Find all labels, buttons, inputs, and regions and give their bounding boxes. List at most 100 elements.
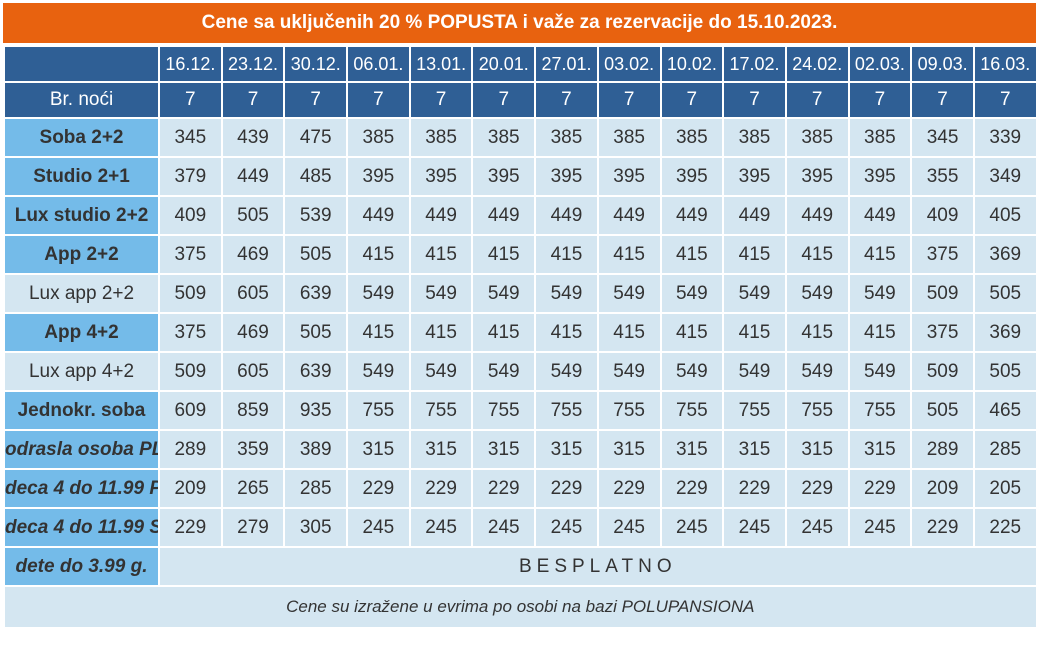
- price-cell: 509: [158, 351, 223, 392]
- price-cell: 305: [283, 507, 349, 548]
- nights-value: 7: [283, 81, 349, 119]
- date-header: 02.03.: [847, 45, 913, 83]
- nights-label: Br. noći: [3, 81, 160, 119]
- price-cell: 229: [471, 468, 537, 509]
- price-cell: 755: [784, 390, 850, 431]
- price-cell: 415: [596, 312, 662, 353]
- price-cell: 755: [722, 390, 787, 431]
- price-cell: 385: [722, 117, 787, 158]
- nights-value: 7: [534, 81, 599, 119]
- row-label: Lux app 4+2: [3, 351, 160, 392]
- price-cell: 605: [220, 273, 286, 314]
- price-cell: 755: [659, 390, 725, 431]
- price-cell: 755: [534, 390, 599, 431]
- date-header: 06.01.: [346, 45, 411, 83]
- price-cell: 505: [910, 390, 975, 431]
- price-cell: 609: [158, 390, 223, 431]
- price-cell: 485: [283, 156, 349, 197]
- price-cell: 415: [471, 312, 537, 353]
- price-cell: 395: [847, 156, 913, 197]
- price-cell: 465: [972, 390, 1038, 431]
- price-cell: 315: [722, 429, 787, 470]
- price-cell: 469: [220, 234, 286, 275]
- dates-row: 16.12. 23.12. 30.12. 06.01. 13.01. 20.01. 27.0…: [3, 45, 1038, 83]
- price-cell: 449: [722, 195, 787, 236]
- price-cell: 385: [659, 117, 725, 158]
- date-header: 17.02.: [722, 45, 787, 83]
- table-row: App 2+2 375 469 505 415 415 415 415 415 415 415 415…: [3, 234, 1038, 275]
- price-cell: 245: [471, 507, 537, 548]
- price-cell: 385: [596, 117, 662, 158]
- price-cell: 549: [596, 273, 662, 314]
- price-cell: 409: [910, 195, 975, 236]
- price-cell: 449: [220, 156, 286, 197]
- nights-value: 7: [220, 81, 286, 119]
- nights-value: 7: [659, 81, 725, 119]
- nights-value: 7: [346, 81, 411, 119]
- price-cell: 245: [346, 507, 411, 548]
- price-cell: 375: [158, 234, 223, 275]
- price-cell: 279: [220, 507, 286, 548]
- corner-cell: [3, 45, 160, 83]
- price-cell: 395: [346, 156, 411, 197]
- price-cell: 449: [784, 195, 850, 236]
- date-header: 13.01.: [408, 45, 474, 83]
- price-cell: 415: [346, 312, 411, 353]
- price-cell: 415: [346, 234, 411, 275]
- price-cell: 415: [784, 234, 850, 275]
- price-cell: 549: [408, 351, 474, 392]
- price-cell: 449: [659, 195, 725, 236]
- price-cell: 395: [659, 156, 725, 197]
- price-cell: 755: [596, 390, 662, 431]
- row-label: Studio 2+1: [3, 156, 160, 197]
- table-title: Cene sa uključenih 20 % POPUSTA i važe z…: [3, 3, 1036, 45]
- price-cell: 549: [346, 273, 411, 314]
- price-cell: 389: [283, 429, 349, 470]
- price-cell: 385: [847, 117, 913, 158]
- table-row: App 4+2 375 469 505 415 415 415 415 415 415 415 415…: [3, 312, 1038, 353]
- price-cell: 415: [722, 312, 787, 353]
- price-table: 16.12. 23.12. 30.12. 06.01. 13.01. 20.01. 27.0…: [3, 45, 1038, 629]
- price-cell: 229: [158, 507, 223, 548]
- price-cell: 229: [659, 468, 725, 509]
- price-cell: 315: [659, 429, 725, 470]
- price-cell: 539: [283, 195, 349, 236]
- price-cell: 549: [471, 351, 537, 392]
- price-cell: 245: [784, 507, 850, 548]
- price-cell: 449: [596, 195, 662, 236]
- price-cell: 449: [534, 195, 599, 236]
- price-cell: 315: [784, 429, 850, 470]
- nights-value: 7: [972, 81, 1038, 119]
- price-cell: 245: [722, 507, 787, 548]
- price-cell: 549: [471, 273, 537, 314]
- price-cell: 509: [158, 273, 223, 314]
- price-cell: 449: [408, 195, 474, 236]
- price-cell: 315: [847, 429, 913, 470]
- price-cell: 935: [283, 390, 349, 431]
- row-label: deca 4 do 11.99 SL: [3, 507, 160, 548]
- free-row: dete do 3.99 g. BESPLATNO: [3, 546, 1038, 587]
- price-cell: 225: [972, 507, 1038, 548]
- nights-value: 7: [408, 81, 474, 119]
- price-cell: 245: [534, 507, 599, 548]
- table-row: Lux studio 2+2 409 505 539 449 449 449 449 449 44…: [3, 195, 1038, 236]
- price-cell: 395: [596, 156, 662, 197]
- table-row: Soba 2+2 345 439 475 385 385 385 385 385 385 385 38…: [3, 117, 1038, 158]
- nights-value: 7: [784, 81, 850, 119]
- price-cell: 359: [220, 429, 286, 470]
- price-cell: 415: [534, 312, 599, 353]
- row-label: dete do 3.99 g.: [3, 546, 160, 587]
- nights-value: 7: [847, 81, 913, 119]
- price-cell: 205: [972, 468, 1038, 509]
- price-cell: 755: [471, 390, 537, 431]
- price-cell: 209: [158, 468, 223, 509]
- price-cell: 415: [847, 312, 913, 353]
- price-cell: 265: [220, 468, 286, 509]
- price-cell: 605: [220, 351, 286, 392]
- table-row: Studio 2+1 379 449 485 395 395 395 395 395 395 395…: [3, 156, 1038, 197]
- price-cell: 209: [910, 468, 975, 509]
- date-header: 03.02.: [596, 45, 662, 83]
- date-header: 30.12.: [283, 45, 349, 83]
- nights-value: 7: [722, 81, 787, 119]
